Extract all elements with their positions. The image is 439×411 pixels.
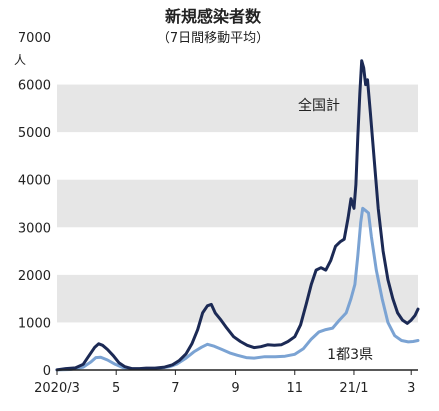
y-axis: 0 1000 2000 3000 4000 5000 6000 7000 [18, 31, 51, 379]
y-tick-label: 4000 [18, 174, 51, 189]
x-tick-label: 2020/3 [34, 381, 80, 396]
y-tick-label: 6000 [18, 79, 51, 94]
x-tick-label: 7 [171, 381, 179, 396]
x-tick-label: 21/1 [339, 381, 368, 396]
y-tick-label: 3000 [18, 221, 51, 236]
chart-title: 新規感染者数 [165, 7, 262, 26]
y-tick-label: 2000 [18, 269, 51, 284]
y-unit-label: 人 [14, 53, 26, 67]
series-label-national: 全国計 [298, 97, 340, 114]
chart-subtitle: （7日間移動平均） [157, 31, 269, 46]
y-tick-label: 7000 [18, 31, 51, 46]
grid-band [57, 179, 418, 228]
series-lines [55, 59, 420, 372]
x-tick-label: 5 [112, 381, 120, 396]
series-line-national [55, 59, 420, 372]
x-tick-label: 9 [231, 381, 239, 396]
grid-band [57, 274, 418, 323]
y-tick-label: 1000 [18, 316, 51, 331]
y-tick-label: 5000 [18, 126, 51, 141]
x-axis: 2020/3 5 7 9 11 21/1 3 [34, 370, 415, 396]
series-label-tokyo-area: 1都3県 [327, 347, 373, 363]
grid-bands [57, 84, 418, 323]
x-tick-label: 11 [286, 381, 303, 396]
y-tick-label: 0 [43, 364, 51, 379]
x-tick-label: 3 [407, 381, 415, 396]
grid-band [57, 84, 418, 133]
